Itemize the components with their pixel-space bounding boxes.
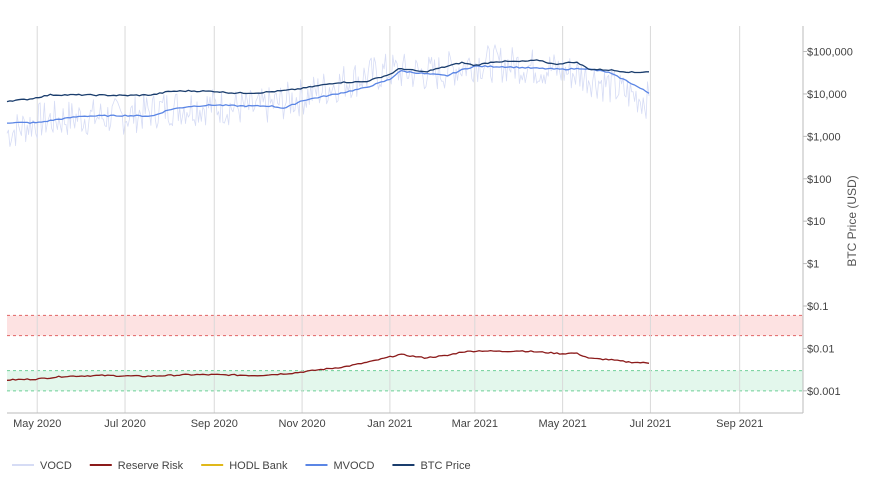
y-axis-label: BTC Price (USD) <box>845 175 859 266</box>
x-tick-label: May 2020 <box>13 418 61 430</box>
legend-item-btc-price[interactable]: BTC Price <box>392 460 471 472</box>
x-tick-label: Mar 2021 <box>452 418 498 430</box>
y-tick-label: $10,000 <box>807 89 847 101</box>
legend-label: VOCD <box>40 460 72 472</box>
y-tick-labels: $100,000 $10,000 $1,000 $100 $10 $1 $0.1 $0.01 $… <box>803 47 853 398</box>
series-layer <box>6 44 650 381</box>
legend-item-reserve-risk[interactable]: Reserve Risk <box>89 460 184 472</box>
legend-label: BTC Price <box>420 460 470 472</box>
y-tick-label: $0.01 <box>807 343 835 355</box>
series-line-reserve-risk <box>6 349 650 381</box>
x-tick-label: Sep 2021 <box>716 418 763 430</box>
legend: VOCD Reserve Risk HODL Bank MVOCD BTC Price <box>12 460 471 472</box>
legend-item-mvocd[interactable]: MVOCD <box>305 460 374 472</box>
x-tick-label: Jul 2020 <box>104 418 146 430</box>
y-tick-label: $0.1 <box>807 301 828 313</box>
y-tick-label: $1,000 <box>807 131 841 143</box>
grid-layer <box>36 26 741 413</box>
legend-item-vocd[interactable]: VOCD <box>12 460 72 472</box>
x-tick-label: Jul 2021 <box>630 418 672 430</box>
bands-layer <box>7 314 803 392</box>
legend-item-hodl-bank[interactable]: HODL Bank <box>201 460 288 472</box>
band-0 <box>7 315 803 336</box>
legend-label: Reserve Risk <box>118 460 184 472</box>
legend-label: MVOCD <box>333 460 374 472</box>
x-tick-label: Sep 2020 <box>191 418 238 430</box>
y-tick-label: $100 <box>807 174 831 186</box>
series-line-vocd <box>6 44 650 147</box>
band-1 <box>7 370 803 391</box>
y-tick-label: $10 <box>807 216 825 228</box>
x-tick-label: Nov 2020 <box>279 418 326 430</box>
y-tick-label: $1 <box>807 259 819 271</box>
y-tick-label: $100,000 <box>807 47 853 59</box>
legend-label: HODL Bank <box>229 460 288 472</box>
x-tick-label: Jan 2021 <box>367 418 412 430</box>
y-tick-label: $0.001 <box>807 386 841 398</box>
x-tick-labels: May 2020 Jul 2020 Sep 2020 Nov 2020 Jan 2021… <box>13 418 763 430</box>
series-line-mvocd <box>7 65 650 124</box>
x-tick-label: May 2021 <box>538 418 586 430</box>
series-line-btc-price <box>6 59 649 103</box>
